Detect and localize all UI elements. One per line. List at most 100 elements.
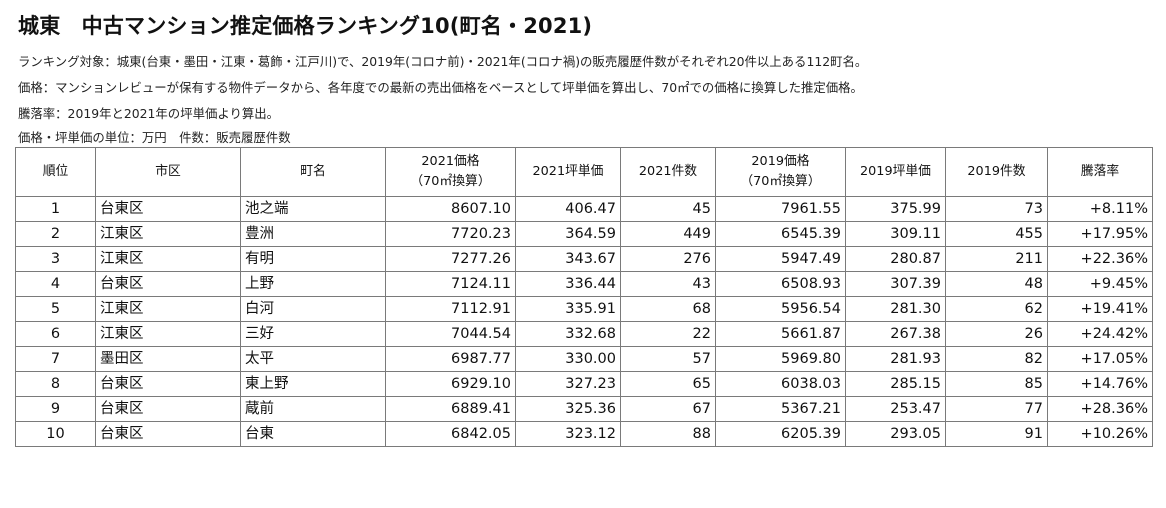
cell-change-rate: +10.26% <box>1047 421 1153 447</box>
header-count-2019: 2019件数 <box>945 147 1048 197</box>
cell-price-2021: 7277.26 <box>385 246 516 272</box>
cell-town: 台東 <box>240 421 386 447</box>
cell-tsubo-2019: 253.47 <box>845 396 946 422</box>
cell-town: 三好 <box>240 321 386 347</box>
cell-count-2021: 43 <box>620 271 716 297</box>
cell-price-2019: 5969.80 <box>715 346 846 372</box>
cell-ward: 江東区 <box>95 321 241 347</box>
cell-change-rate: +14.76% <box>1047 371 1153 397</box>
cell-change-rate: +22.36% <box>1047 246 1153 272</box>
cell-tsubo-2019: 375.99 <box>845 196 946 222</box>
cell-tsubo-2021: 323.12 <box>515 421 621 447</box>
cell-tsubo-2019: 281.93 <box>845 346 946 372</box>
cell-price-2019: 5956.54 <box>715 296 846 322</box>
ranking-table: 順位 市区 町名 2021価格 （70㎡換算） 2021坪単価 2021件数 2… <box>15 147 1153 447</box>
cell-count-2021: 68 <box>620 296 716 322</box>
cell-ward: 台東区 <box>95 271 241 297</box>
cell-price-2019: 5367.21 <box>715 396 846 422</box>
cell-town: 有明 <box>240 246 386 272</box>
cell-price-2019: 6545.39 <box>715 221 846 247</box>
cell-count-2021: 67 <box>620 396 716 422</box>
cell-change-rate: +28.36% <box>1047 396 1153 422</box>
table-row: 9 台東区 蔵前 6889.41 325.36 67 5367.21 253.4… <box>15 396 1153 422</box>
cell-count-2019: 85 <box>945 371 1048 397</box>
cell-count-2021: 22 <box>620 321 716 347</box>
table-row: 4 台東区 上野 7124.11 336.44 43 6508.93 307.3… <box>15 271 1153 297</box>
cell-price-2021: 6987.77 <box>385 346 516 372</box>
cell-tsubo-2021: 330.00 <box>515 346 621 372</box>
header-price-2021-line2: （70㎡換算） <box>410 174 491 189</box>
cell-ward: 台東区 <box>95 196 241 222</box>
cell-tsubo-2021: 406.47 <box>515 196 621 222</box>
cell-rank: 3 <box>15 246 96 272</box>
header-price-2019-line1: 2019価格 <box>751 154 810 169</box>
cell-tsubo-2019: 309.11 <box>845 221 946 247</box>
cell-tsubo-2021: 325.36 <box>515 396 621 422</box>
cell-tsubo-2021: 364.59 <box>515 221 621 247</box>
cell-tsubo-2019: 293.05 <box>845 421 946 447</box>
table-row: 10 台東区 台東 6842.05 323.12 88 6205.39 293.… <box>15 421 1153 447</box>
cell-price-2021: 7124.11 <box>385 271 516 297</box>
cell-price-2019: 7961.55 <box>715 196 846 222</box>
cell-rank: 2 <box>15 221 96 247</box>
note-units: 価格・坪単価の単位：万円 件数：販売履歴件数 <box>18 130 291 145</box>
cell-count-2021: 449 <box>620 221 716 247</box>
cell-tsubo-2021: 332.68 <box>515 321 621 347</box>
cell-tsubo-2019: 267.38 <box>845 321 946 347</box>
table-row: 7 墨田区 太平 6987.77 330.00 57 5969.80 281.9… <box>15 346 1153 372</box>
cell-rank: 9 <box>15 396 96 422</box>
cell-count-2019: 82 <box>945 346 1048 372</box>
cell-count-2021: 57 <box>620 346 716 372</box>
cell-rank: 6 <box>15 321 96 347</box>
cell-count-2019: 62 <box>945 296 1048 322</box>
cell-price-2021: 6889.41 <box>385 396 516 422</box>
cell-change-rate: +24.42% <box>1047 321 1153 347</box>
cell-price-2019: 6205.39 <box>715 421 846 447</box>
cell-town: 太平 <box>240 346 386 372</box>
cell-tsubo-2019: 285.15 <box>845 371 946 397</box>
cell-price-2021: 6929.10 <box>385 371 516 397</box>
cell-rank: 10 <box>15 421 96 447</box>
header-price-2019: 2019価格 （70㎡換算） <box>715 147 846 197</box>
table-header-row: 順位 市区 町名 2021価格 （70㎡換算） 2021坪単価 2021件数 2… <box>15 147 1153 197</box>
cell-ward: 江東区 <box>95 296 241 322</box>
cell-tsubo-2019: 281.30 <box>845 296 946 322</box>
note-change-rate: 騰落率：2019年と2021年の坪単価より算出。 <box>18 106 280 121</box>
cell-town: 豊洲 <box>240 221 386 247</box>
cell-price-2019: 6038.03 <box>715 371 846 397</box>
cell-rank: 8 <box>15 371 96 397</box>
cell-tsubo-2021: 335.91 <box>515 296 621 322</box>
cell-price-2021: 7044.54 <box>385 321 516 347</box>
note-price: 価格：マンションレビューが保有する物件データから、各年度での最新の売出価格をベー… <box>18 80 863 95</box>
cell-count-2021: 45 <box>620 196 716 222</box>
cell-change-rate: +17.95% <box>1047 221 1153 247</box>
cell-town: 池之端 <box>240 196 386 222</box>
cell-ward: 台東区 <box>95 371 241 397</box>
cell-count-2019: 455 <box>945 221 1048 247</box>
cell-rank: 4 <box>15 271 96 297</box>
cell-change-rate: +19.41% <box>1047 296 1153 322</box>
cell-town: 東上野 <box>240 371 386 397</box>
table-row: 2 江東区 豊洲 7720.23 364.59 449 6545.39 309.… <box>15 221 1153 247</box>
cell-price-2021: 8607.10 <box>385 196 516 222</box>
cell-price-2021: 7720.23 <box>385 221 516 247</box>
cell-ward: 墨田区 <box>95 346 241 372</box>
header-tsubo-2019: 2019坪単価 <box>845 147 946 197</box>
cell-town: 白河 <box>240 296 386 322</box>
note-target: ランキング対象：城東(台東・墨田・江東・葛飾・江戸川)で、2019年(コロナ前)… <box>18 54 868 69</box>
header-price-2019-line2: （70㎡換算） <box>740 174 821 189</box>
cell-price-2021: 6842.05 <box>385 421 516 447</box>
header-count-2021: 2021件数 <box>620 147 716 197</box>
cell-count-2019: 91 <box>945 421 1048 447</box>
cell-price-2019: 6508.93 <box>715 271 846 297</box>
cell-count-2021: 88 <box>620 421 716 447</box>
table-row: 8 台東区 東上野 6929.10 327.23 65 6038.03 285.… <box>15 371 1153 397</box>
cell-price-2021: 7112.91 <box>385 296 516 322</box>
cell-count-2021: 276 <box>620 246 716 272</box>
header-town: 町名 <box>240 147 386 197</box>
cell-tsubo-2019: 280.87 <box>845 246 946 272</box>
header-price-2021: 2021価格 （70㎡換算） <box>385 147 516 197</box>
cell-rank: 1 <box>15 196 96 222</box>
header-ward: 市区 <box>95 147 241 197</box>
